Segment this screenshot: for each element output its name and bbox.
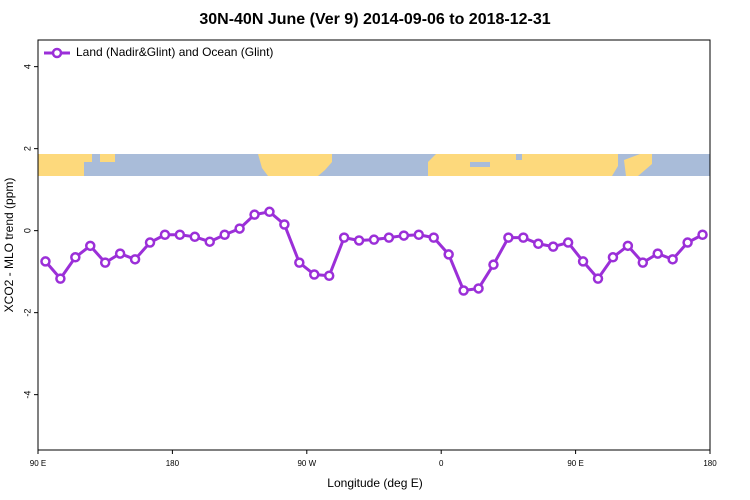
data-point <box>413 229 425 240</box>
y-tick-label: 2 <box>22 146 32 151</box>
x-tick-label: 180 <box>166 459 180 468</box>
data-point <box>443 249 454 260</box>
data-point <box>309 269 320 280</box>
data-point <box>279 219 290 230</box>
data-point <box>204 236 215 247</box>
x-axis-label: Longitude (deg E) <box>327 476 422 490</box>
data-point <box>55 273 66 284</box>
data-point <box>144 237 156 248</box>
data-point <box>562 237 574 248</box>
data-point <box>219 229 230 240</box>
data-point <box>323 270 335 281</box>
data-point <box>383 232 395 243</box>
data-point <box>682 237 693 248</box>
y-tick-label: -4 <box>22 391 32 399</box>
x-tick-label: 0 <box>439 459 444 468</box>
x-tick-label: 90 E <box>567 459 583 468</box>
data-point <box>622 240 634 252</box>
data-point <box>428 232 439 243</box>
series-line <box>44 210 704 293</box>
data-point <box>99 257 111 268</box>
data-point <box>264 206 275 218</box>
x-tick-label: 90 E <box>30 459 46 468</box>
chart-title: 30N-40N June (Ver 9) 2014-09-06 to 2018-… <box>199 11 550 28</box>
data-point <box>368 234 380 245</box>
data-point <box>70 252 81 263</box>
y-axis-label: XCO2 - MLO trend (ppm) <box>2 178 16 313</box>
data-point <box>697 229 708 240</box>
data-point <box>234 223 245 234</box>
data-point <box>249 209 260 220</box>
data-point <box>592 273 604 284</box>
data-point <box>458 285 469 296</box>
data-point <box>398 230 410 241</box>
y-tick-label: -2 <box>22 309 32 317</box>
data-point <box>189 231 201 243</box>
plot-frame <box>37 39 711 451</box>
data-point <box>637 257 649 268</box>
legend-marker <box>51 47 63 59</box>
data-point <box>40 256 51 267</box>
data-point <box>547 241 559 252</box>
data-point <box>652 248 663 259</box>
legend-label: Land (Nadir&Glint) and Ocean (Glint) <box>76 45 273 59</box>
y-tick-label: 0 <box>22 228 32 233</box>
data-point <box>174 229 186 240</box>
data-point <box>488 259 499 270</box>
map-strip <box>38 154 710 176</box>
data-point <box>129 254 141 265</box>
data-point <box>667 254 678 265</box>
data-point <box>159 229 171 240</box>
data-point <box>473 283 484 294</box>
data-point <box>607 252 619 263</box>
x-tick-label: 90 W <box>297 459 316 468</box>
data-point <box>503 232 514 243</box>
data-point <box>85 240 96 252</box>
data-point <box>114 248 126 259</box>
data-point <box>353 235 365 246</box>
data-point <box>577 256 589 267</box>
data-point <box>338 232 350 243</box>
x-tick-label: 180 <box>703 459 717 468</box>
data-point <box>518 232 529 243</box>
data-point <box>533 238 544 250</box>
y-tick-label: 4 <box>22 64 32 69</box>
data-point <box>294 257 305 268</box>
